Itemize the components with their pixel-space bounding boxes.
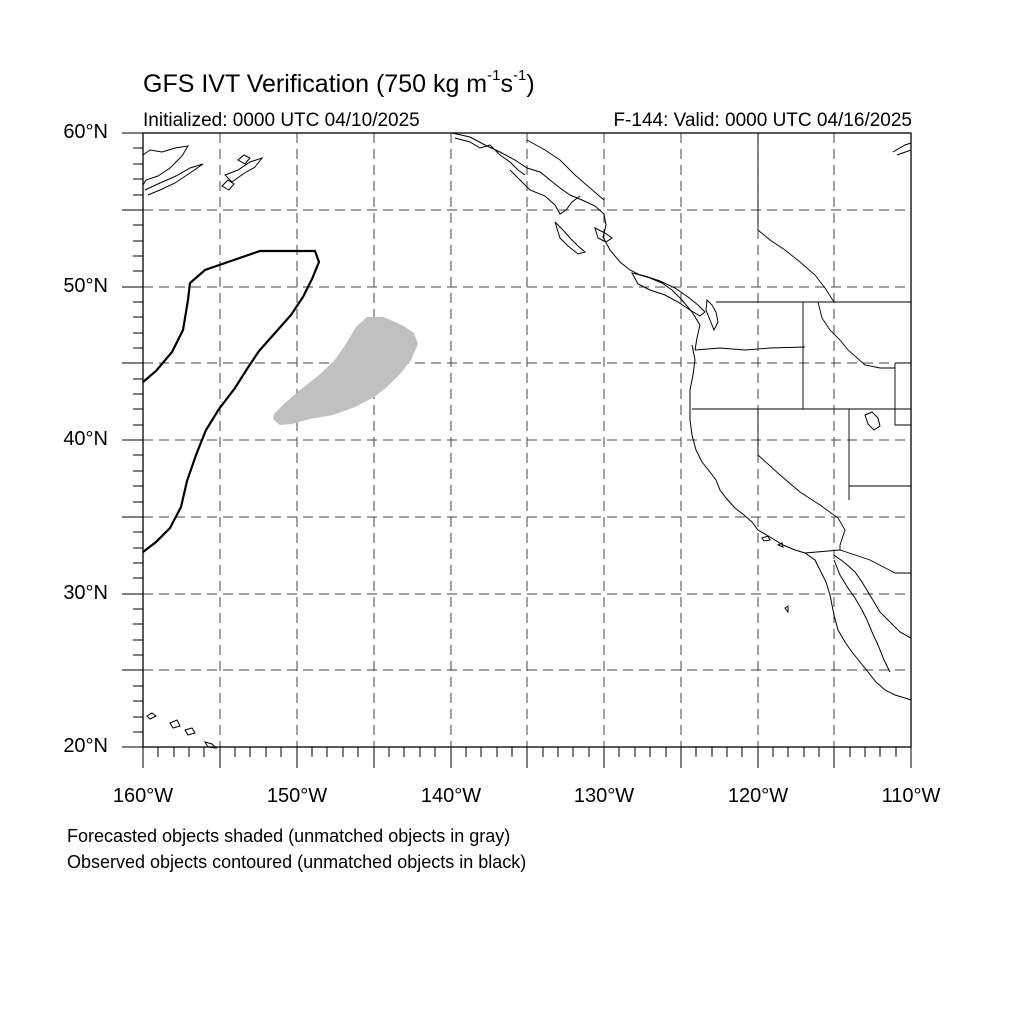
title-prefix: GFS IVT Verification (750 kg m bbox=[143, 70, 488, 98]
lat-label-40n: 40°N bbox=[63, 428, 108, 450]
valid-time-label: F-144: Valid: 0000 UTC 04/16/2025 bbox=[613, 110, 912, 131]
political-boundaries bbox=[526, 133, 911, 574]
observed-object-contour bbox=[142, 249, 321, 553]
title-exponent-2: -1 bbox=[512, 66, 527, 84]
forecast-object-unmatched bbox=[273, 317, 418, 425]
lat-label-60n: 60°N bbox=[63, 121, 108, 143]
initialized-label: Initialized: 0000 UTC 04/10/2025 bbox=[143, 110, 420, 131]
lat-label-20n: 20°N bbox=[63, 735, 108, 757]
lat-label-50n: 50°N bbox=[63, 275, 108, 297]
axis-ticks bbox=[122, 132, 912, 768]
title-exponent-1: -1 bbox=[487, 66, 501, 84]
legend-forecast-note: Forecasted objects shaded (unmatched obj… bbox=[67, 826, 511, 846]
lon-label-150w: 150°W bbox=[266, 785, 328, 807]
title-suffix: ) bbox=[526, 70, 535, 98]
map-title: GFS IVT Verification (750 kg m-1s-1) bbox=[143, 66, 535, 99]
graticule bbox=[143, 133, 911, 747]
lon-label-130w: 130°W bbox=[573, 785, 635, 807]
lon-label-110w: 110°W bbox=[881, 785, 941, 807]
title-unit-s: s bbox=[500, 70, 513, 98]
lon-label-160w: 160°W bbox=[112, 785, 174, 807]
lon-label-140w: 140°W bbox=[420, 785, 482, 807]
lat-label-30n: 30°N bbox=[63, 582, 108, 604]
coastlines bbox=[142, 132, 912, 749]
lon-label-120w: 120°W bbox=[727, 785, 789, 807]
legend-observed-note: Observed objects contoured (unmatched ob… bbox=[67, 852, 527, 872]
